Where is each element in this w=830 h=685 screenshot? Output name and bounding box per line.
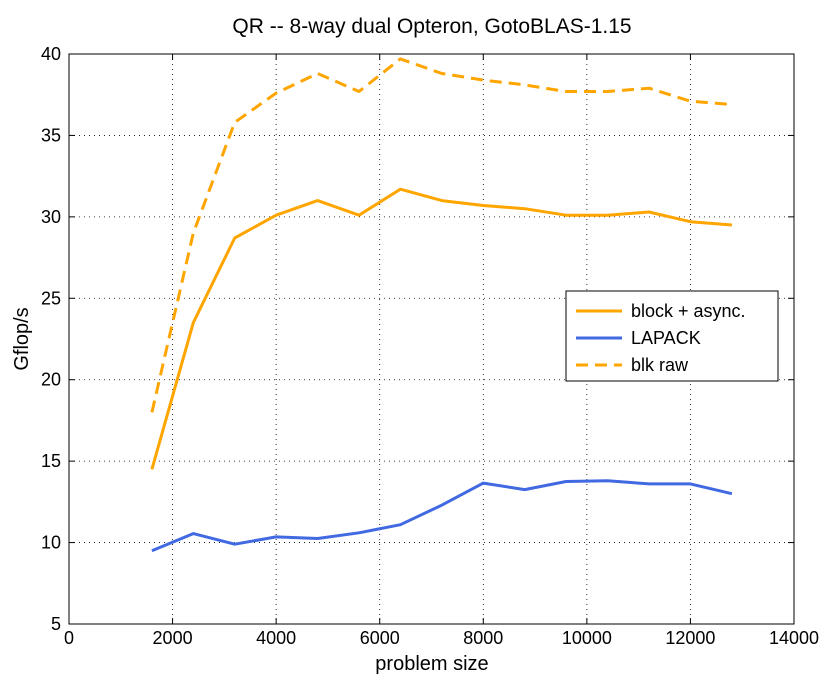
y-tick-label: 15 xyxy=(41,451,61,471)
series-line-1 xyxy=(150,187,733,470)
x-tick-label: 0 xyxy=(64,628,74,648)
y-tick-label: 25 xyxy=(41,288,61,308)
x-tick-label: 10000 xyxy=(562,628,612,648)
plot-area-frame xyxy=(68,53,795,625)
x-tick-label: 4000 xyxy=(256,628,296,648)
x-tick-label: 12000 xyxy=(665,628,715,648)
y-tick-label: 10 xyxy=(41,533,61,553)
x-axis-label: problem size xyxy=(375,653,488,675)
series-group xyxy=(150,57,733,553)
series-line-3 xyxy=(150,57,733,413)
series-line-2 xyxy=(151,479,733,553)
y-tick-label: 5 xyxy=(51,614,61,634)
x-tick-label: 2000 xyxy=(153,628,193,648)
y-tick-label: 30 xyxy=(41,207,61,227)
legend-label-3: blk raw xyxy=(631,355,689,375)
legend-label-1: block + async. xyxy=(631,301,746,321)
legend-label-2: LAPACK xyxy=(631,328,701,348)
x-tick-label: 14000 xyxy=(769,628,819,648)
y-tick-label: 40 xyxy=(41,44,61,64)
x-tick-label: 8000 xyxy=(463,628,503,648)
axis-ticks: 0 2000 4000 6000 8000 10000 12000 14000 5 10 15 20 2… xyxy=(41,44,819,648)
x-tick-label: 6000 xyxy=(360,628,400,648)
legend: block + async. LAPACK blk raw xyxy=(565,290,779,382)
y-axis-label: Gflop/s xyxy=(11,307,33,370)
y-tick-label: 20 xyxy=(41,370,61,390)
chart-title: QR -- 8-way dual Opteron, GotoBLAS-1.15 xyxy=(232,15,631,38)
y-tick-label: 35 xyxy=(41,125,61,145)
